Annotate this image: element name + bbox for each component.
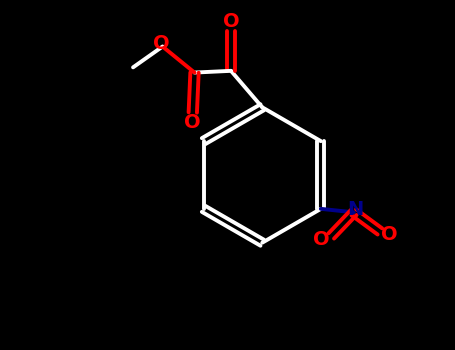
Text: O: O — [152, 34, 169, 52]
Text: O: O — [184, 113, 201, 132]
Text: O: O — [222, 12, 239, 31]
Text: O: O — [381, 225, 398, 244]
Text: O: O — [313, 230, 330, 249]
Text: N: N — [348, 200, 364, 219]
